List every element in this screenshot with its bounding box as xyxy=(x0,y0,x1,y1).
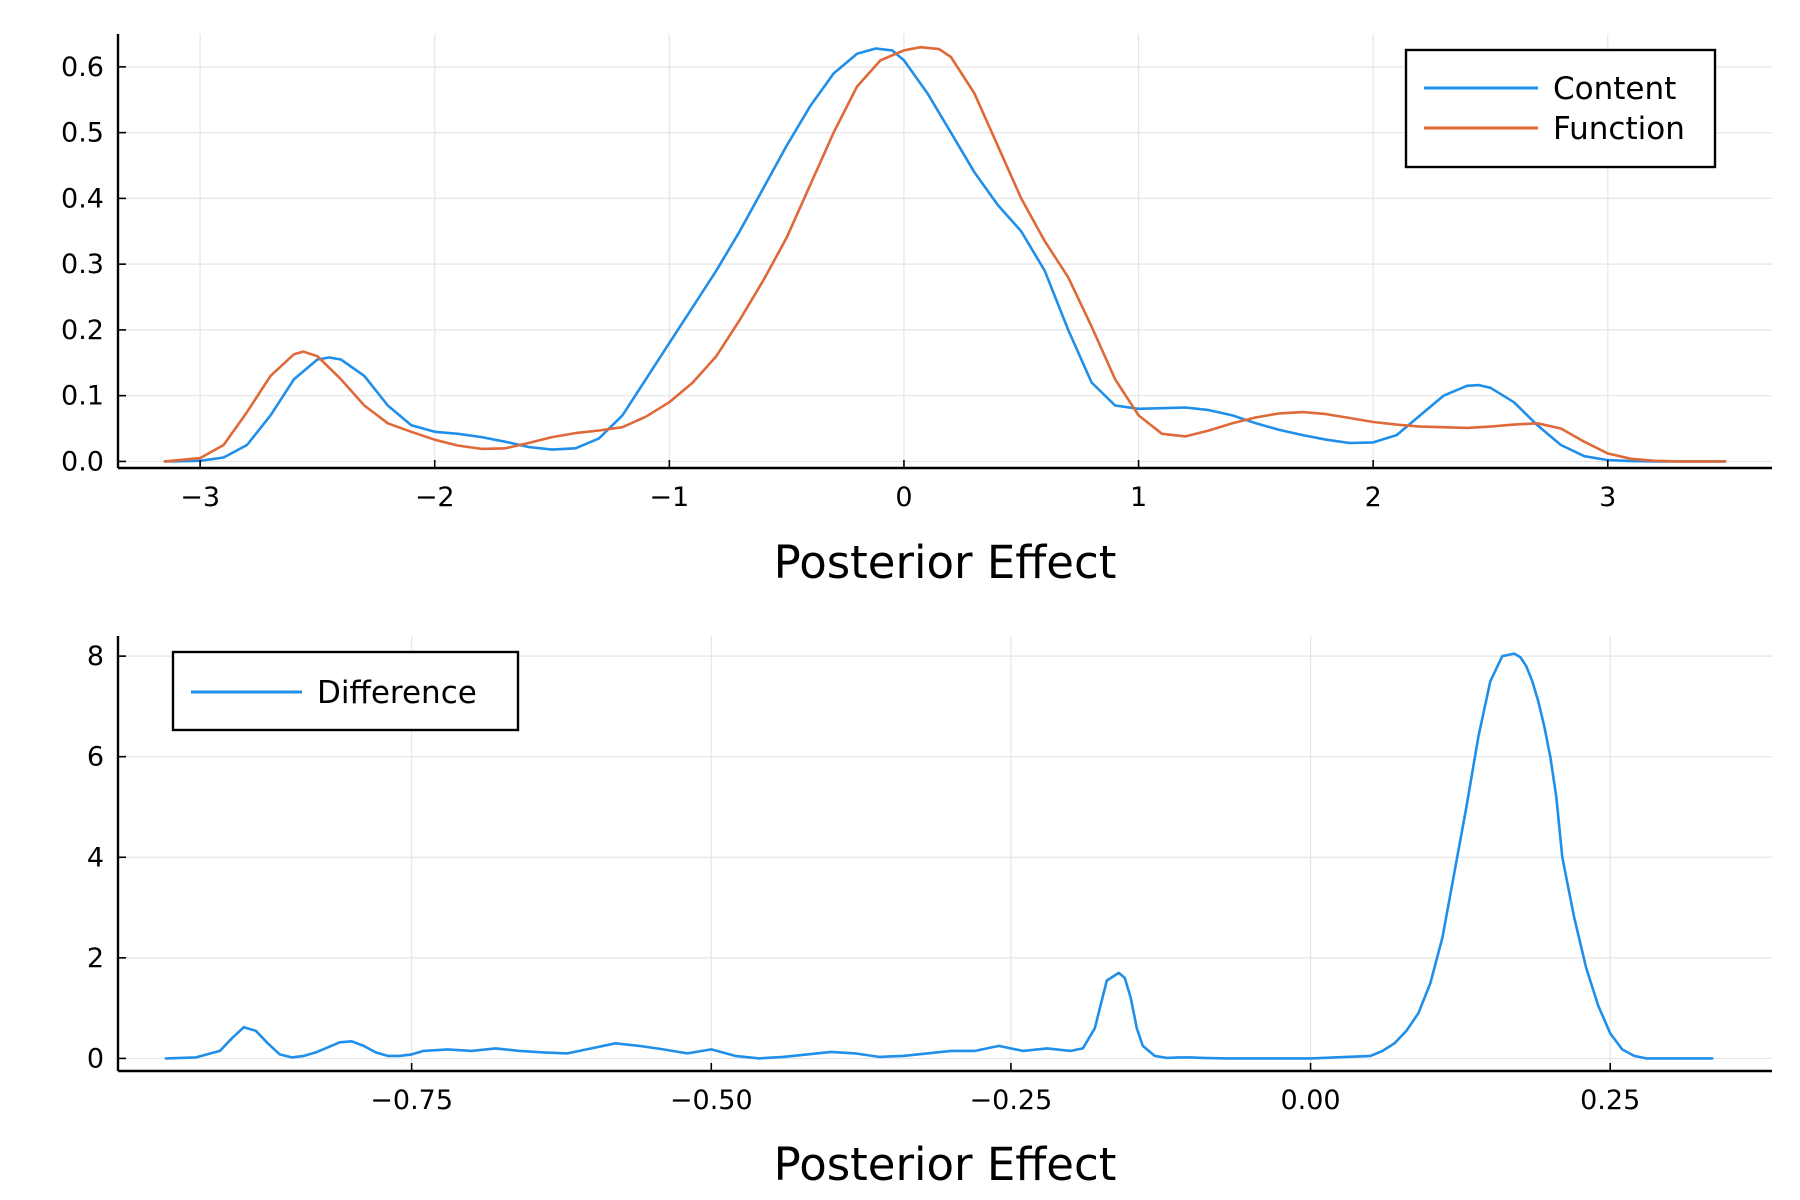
top-x-tick-label-3: 0 xyxy=(895,482,912,513)
bottom-plot: −0.75 −0.50 −0.25 0.00 0.25 0 2 4 6 8 Posterior E… xyxy=(87,636,1772,1191)
top-y-tick-label-4: 0.4 xyxy=(61,183,104,214)
bottom-y-tick-label-3: 6 xyxy=(87,742,104,773)
top-series-layer xyxy=(163,45,1727,463)
top-x-tick-label-5: 2 xyxy=(1365,482,1382,513)
bottom-series-difference xyxy=(164,652,1714,1060)
bottom-x-axis-title: Posterior Effect xyxy=(774,1138,1117,1191)
bottom-y-tick-label-4: 8 xyxy=(87,641,104,672)
top-ticks: −3 −2 −1 0 1 2 3 0.0 0.1 0.2 0.3 0.4 0.5 0.6 xyxy=(61,52,1616,513)
top-x-tick-label-0: −3 xyxy=(180,482,220,513)
legend-label-function: Function xyxy=(1553,111,1685,147)
top-legend: Content Function xyxy=(1404,48,1717,169)
top-x-tick-label-4: 1 xyxy=(1130,482,1147,513)
bottom-axes xyxy=(116,636,1772,1073)
top-series-content xyxy=(163,47,1727,463)
top-y-tick-label-1: 0.1 xyxy=(61,381,104,412)
top-y-tick-label-3: 0.3 xyxy=(61,249,104,280)
top-y-tick-label-2: 0.2 xyxy=(61,315,104,346)
bottom-y-tick-label-2: 4 xyxy=(87,842,104,873)
top-x-axis-title: Posterior Effect xyxy=(774,536,1117,589)
top-y-tick-label-6: 0.6 xyxy=(61,52,104,83)
legend-label-content: Content xyxy=(1553,71,1676,107)
bottom-x-tick-label-2: −0.25 xyxy=(970,1085,1053,1116)
bottom-x-tick-label-4: 0.25 xyxy=(1580,1085,1640,1116)
top-x-tick-label-6: 3 xyxy=(1599,482,1616,513)
top-legend-box xyxy=(1404,48,1717,169)
bottom-legend: Difference xyxy=(171,650,520,732)
bottom-y-tick-label-0: 0 xyxy=(87,1043,104,1074)
top-x-tick-label-2: −1 xyxy=(649,482,689,513)
bottom-ticks: −0.75 −0.50 −0.25 0.00 0.25 0 2 4 6 8 xyxy=(87,641,1640,1116)
top-plot: −3 −2 −1 0 1 2 3 0.0 0.1 0.2 0.3 0.4 0.5 0.6 Posterio… xyxy=(61,34,1772,589)
top-y-tick-label-0: 0.0 xyxy=(61,446,104,477)
bottom-y-tick-label-1: 2 xyxy=(87,943,104,974)
legend-label-difference: Difference xyxy=(317,675,477,711)
bottom-x-tick-label-1: −0.50 xyxy=(670,1085,753,1116)
top-y-tick-label-5: 0.5 xyxy=(61,118,104,149)
top-x-tick-label-1: −2 xyxy=(415,482,455,513)
bottom-series-layer xyxy=(164,652,1714,1060)
bottom-x-tick-label-3: 0.00 xyxy=(1280,1085,1340,1116)
top-series-function xyxy=(163,45,1727,463)
bottom-x-tick-label-0: −0.75 xyxy=(370,1085,453,1116)
